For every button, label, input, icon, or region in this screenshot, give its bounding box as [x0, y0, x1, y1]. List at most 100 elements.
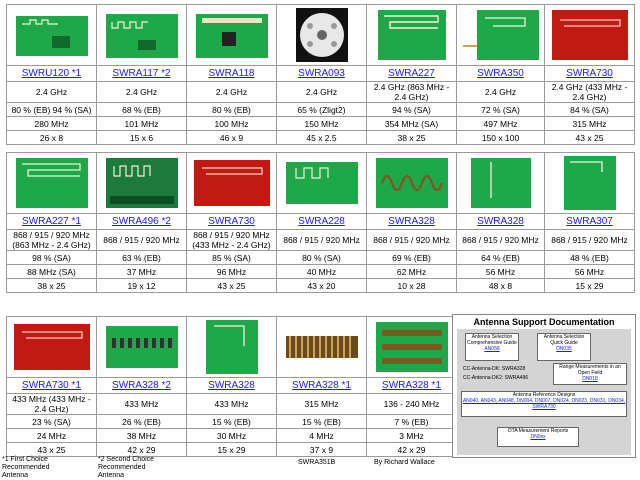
- bandwidth-cell: 40 MHz: [276, 264, 367, 279]
- box-label: Antenna Selection Quick Guide: [543, 334, 585, 346]
- efficiency-cell: 84 % (SA): [544, 102, 635, 117]
- ota-reports-box: OTA Measurement Reports DN0xx: [497, 427, 579, 447]
- frequency-cell: 136 - 240 MHz: [366, 393, 457, 415]
- bandwidth-cell: 62 MHz: [366, 264, 457, 279]
- dev-kit-2[interactable]: CC-Antenna-DK2: SWRA496: [463, 375, 529, 381]
- efficiency-cell: 80 % (SA): [276, 250, 367, 265]
- image-row: [6, 152, 635, 214]
- doc-link[interactable]: SWRA730: [186, 213, 277, 230]
- size-cell: 15 x 29: [544, 278, 635, 293]
- doc-link[interactable]: SWRA093: [276, 65, 367, 82]
- efficiency-cell: 26 % (EB): [96, 414, 187, 429]
- range-measurement-box: Range Measurements in an Open Field DN01…: [553, 363, 627, 385]
- antenna-table-433mhz: SWRA730 *1 SWRA328 *2 SWRA328 SWRA328 *1 SWR…: [6, 316, 457, 457]
- efficiency-cell: 15 % (EB): [276, 414, 367, 429]
- efficiency-cell: 69 % (EB): [366, 250, 457, 265]
- doc-link[interactable]: SWRA730: [544, 65, 635, 82]
- frequency-cell: 868 / 915 / 920 MHz: [276, 229, 367, 251]
- size-cell: 10 x 28: [366, 278, 457, 293]
- image-row: [6, 4, 635, 66]
- doc-link[interactable]: SWRA328 *1: [366, 377, 457, 394]
- green-pcb-antenna-image: [15, 158, 88, 208]
- reference-designs-box: Antenna Reference Designs AN040, AN043, …: [461, 391, 627, 417]
- doc-link[interactable]: SWRA328: [186, 377, 277, 394]
- efficiency-cell: 23 % (SA): [6, 414, 97, 429]
- frequency-cell: 433 MHz: [96, 393, 187, 415]
- doc-link[interactable]: DN018: [582, 376, 598, 382]
- size-cell: 42 x 29: [366, 442, 457, 457]
- doc-link[interactable]: SWRA328 *1: [276, 377, 367, 394]
- efficiency-cell: 98 % (SA): [6, 250, 97, 265]
- efficiency-cell: 80 % (EB) 94 % (SA): [6, 102, 97, 117]
- bandwidth-cell: 30 MHz: [186, 428, 277, 443]
- frequency-cell: 433 MHz (433 MHz - 2.4 GHz): [6, 393, 97, 415]
- size-cell: 46 x 9: [186, 130, 277, 145]
- doc-link[interactable]: SWRA118: [186, 65, 277, 82]
- frequency-cell: 868 / 915 / 920 MHz: [96, 229, 187, 251]
- bandwidth-cell: 100 MHz: [186, 116, 277, 131]
- antenna-table-2400mhz: SWRU120 *1 SWRA117 *2 SWRA118 SWRA093 SWRA22…: [6, 4, 635, 145]
- frequency-cell: 2.4 GHz (433 MHz - 2.4 GHz): [544, 81, 635, 103]
- frequency-cell: 2.4 GHz: [96, 81, 187, 103]
- green-pcb-antenna-image: [462, 10, 539, 60]
- size-cell: 43 x 20: [276, 278, 367, 293]
- size-cell: 26 x 8: [6, 130, 97, 145]
- size-cell: 19 x 12: [96, 278, 187, 293]
- bandwidth-cell: 315 MHz: [544, 116, 635, 131]
- doc-link[interactable]: SWRA227 *1: [6, 213, 97, 230]
- size-cell: 37 x 9: [276, 442, 367, 457]
- efficiency-cell: 7 % (EB): [366, 414, 457, 429]
- efficiency-cell: 68 % (EB): [96, 102, 187, 117]
- chip-array-board-image: [105, 326, 178, 368]
- doc-link[interactable]: AN040, AN043, AN048, DN004, DN007, DN024…: [462, 398, 626, 410]
- green-pcb-antenna-image: [377, 10, 446, 60]
- bandwidth-cell: 38 MHz: [96, 428, 187, 443]
- green-pcb-antenna-image: [470, 158, 531, 208]
- box-label: Antenna Selection Comprehensive Guide: [467, 334, 517, 346]
- bandwidth-cell: 101 MHz: [96, 116, 187, 131]
- dev-kit-1[interactable]: CC-Antenna-DK: SWRA328: [463, 366, 526, 372]
- doc-link[interactable]: SWRA307: [544, 213, 635, 230]
- doc-link[interactable]: SWRA117 *2: [96, 65, 187, 82]
- frequency-cell: 868 / 915 / 920 MHz (863 MHz - 2.4 GHz): [6, 229, 97, 251]
- efficiency-cell: 65 % (Zligt2): [276, 102, 367, 117]
- red-pcb-antenna-image: [193, 160, 270, 206]
- doc-link[interactable]: SWRA730 *1: [6, 377, 97, 394]
- doc-link[interactable]: AN058: [484, 346, 500, 352]
- footnote-second-choice: *2 Second Choice Recommended Antenna: [98, 456, 155, 479]
- doc-link[interactable]: SWRA328: [366, 213, 457, 230]
- coil-antenna-image: [285, 336, 358, 358]
- efficiency-cell: 72 % (SA): [456, 102, 545, 117]
- document-id: SWRA351B: [298, 459, 336, 466]
- efficiency-cell: 64 % (EB): [456, 250, 545, 265]
- panel-title: Antenna Support Documentation: [473, 317, 615, 327]
- green-pcb-antenna-image: [285, 162, 358, 204]
- frequency-cell: 2.4 GHz: [6, 81, 97, 103]
- doc-link[interactable]: SWRA328: [456, 213, 545, 230]
- green-pcb-antenna-image: [205, 320, 258, 374]
- bandwidth-cell: 497 MHz: [456, 116, 545, 131]
- bandwidth-cell: 354 MHz (SA): [366, 116, 457, 131]
- doc-link[interactable]: SWRA227: [366, 65, 457, 82]
- size-cell: 43 x 25: [544, 130, 635, 145]
- doc-link[interactable]: DN0xx: [530, 434, 546, 440]
- doc-link[interactable]: SWRA328 *2: [96, 377, 187, 394]
- antenna-table-868mhz: SWRA227 *1 SWRA496 *2 SWRA730 SWRA228 SWRA32…: [6, 152, 635, 293]
- doc-link[interactable]: SWRU120 *1: [6, 65, 97, 82]
- green-pcb-antenna-image: [15, 16, 88, 56]
- bandwidth-cell: 37 MHz: [96, 264, 187, 279]
- frequency-cell: 2.4 GHz (863 MHz - 2.4 GHz): [366, 81, 457, 103]
- bandwidth-cell: 3 MHz: [366, 428, 457, 443]
- doc-link[interactable]: SWRA228: [276, 213, 367, 230]
- doc-link[interactable]: SWRA350: [456, 65, 545, 82]
- quick-guide-box: Antenna Selection Quick Guide DN035: [537, 333, 591, 361]
- doc-link[interactable]: SWRA496 *2: [96, 213, 187, 230]
- doc-link[interactable]: DN035: [556, 346, 572, 352]
- box-label: Range Measurements in an Open Field: [559, 364, 621, 376]
- red-pcb-antenna-image: [13, 324, 90, 370]
- bandwidth-cell: 96 MHz: [186, 264, 277, 279]
- antenna-match-board-image: [105, 158, 178, 208]
- frequency-cell: 433 MHz: [186, 393, 277, 415]
- bandwidth-cell: 56 MHz: [544, 264, 635, 279]
- bandwidth-cell: 56 MHz: [456, 264, 545, 279]
